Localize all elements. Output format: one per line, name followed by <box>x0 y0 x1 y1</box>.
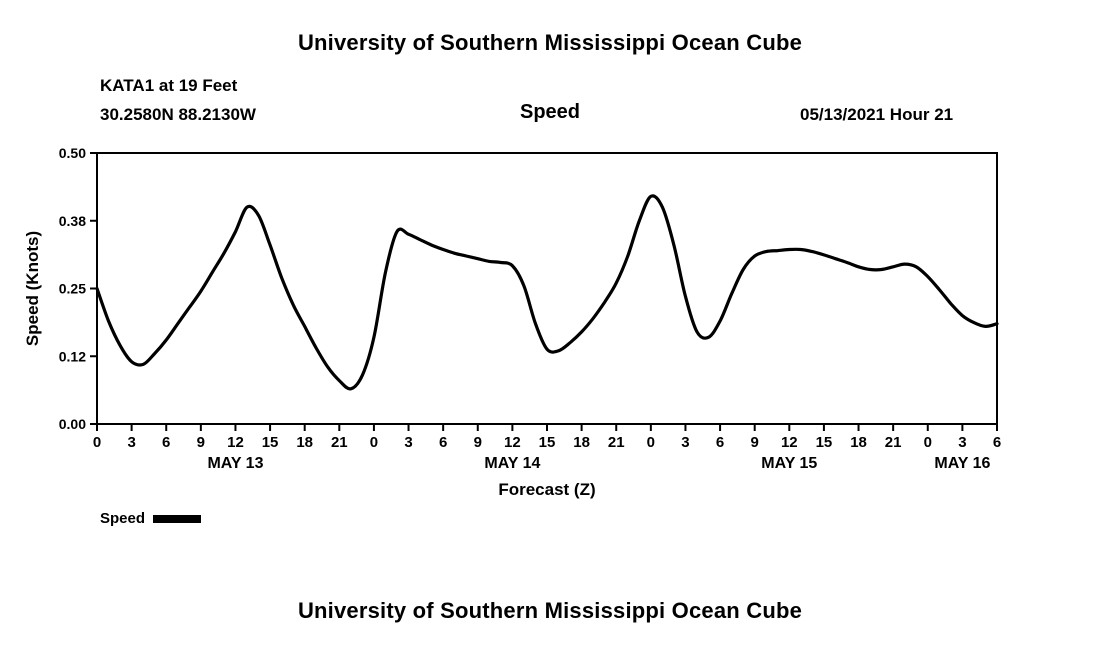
run-time-label: 05/13/2021 Hour 21 <box>800 105 954 124</box>
x-axis-title: Forecast (Z) <box>498 480 595 499</box>
legend: Speed <box>100 510 202 527</box>
y-tick-label: 0.25 <box>59 281 86 297</box>
x-tick-label: 12 <box>227 434 244 451</box>
x-tick-label: 18 <box>573 434 590 451</box>
plot-frame <box>96 152 998 425</box>
station-label: KATA1 at 19 Feet <box>100 76 238 95</box>
x-tick-label: 21 <box>885 434 902 451</box>
bottom-title: University of Southern Mississippi Ocean… <box>297 598 803 623</box>
x-day-label: MAY 15 <box>761 455 817 472</box>
x-tick-label: 9 <box>197 434 205 451</box>
y-tick-label: 0.12 <box>59 348 86 364</box>
y-tick-label: 0.00 <box>59 416 86 432</box>
x-tick-label: 3 <box>404 434 412 451</box>
x-tick-label: 3 <box>681 434 689 451</box>
y-tick-label: 0.38 <box>59 213 86 229</box>
x-tick-label: 6 <box>993 434 1001 451</box>
x-tick-label: 3 <box>958 434 966 451</box>
x-tick-label: 0 <box>370 434 378 451</box>
x-day-label: MAY 14 <box>484 455 540 472</box>
y-axis-title: Speed (Knots) <box>23 231 42 346</box>
legend-line-swatch <box>153 514 202 523</box>
speed-line-series <box>95 194 999 391</box>
x-day-label: MAY 16 <box>934 455 990 472</box>
plot-title: Speed <box>519 101 581 123</box>
top-title: University of Southern Mississippi Ocean… <box>297 30 803 55</box>
x-day-label: MAY 13 <box>207 455 263 472</box>
coordinates-label: 30.2580N 88.2130W <box>100 105 256 124</box>
x-tick-label: 0 <box>924 434 932 451</box>
x-tick-label: 6 <box>162 434 170 451</box>
x-tick-label: 15 <box>262 434 279 451</box>
x-tick-label: 9 <box>474 434 482 451</box>
x-tick-label: 18 <box>850 434 867 451</box>
x-tick-label: 12 <box>781 434 798 451</box>
x-tick-label: 6 <box>716 434 724 451</box>
x-tick-label: 12 <box>504 434 521 451</box>
x-tick-label: 21 <box>331 434 348 451</box>
x-tick-label: 6 <box>439 434 447 451</box>
x-tick-label: 21 <box>608 434 625 451</box>
x-tick-label: 15 <box>816 434 833 451</box>
x-tick-label: 15 <box>539 434 556 451</box>
x-tick-label: 0 <box>93 434 101 451</box>
x-tick-label: 3 <box>127 434 135 451</box>
x-tick-label: 9 <box>751 434 759 451</box>
legend-label: Speed <box>100 510 146 527</box>
x-tick-label: 18 <box>296 434 313 451</box>
y-tick-label: 0.50 <box>59 145 86 161</box>
x-tick-label: 0 <box>647 434 655 451</box>
